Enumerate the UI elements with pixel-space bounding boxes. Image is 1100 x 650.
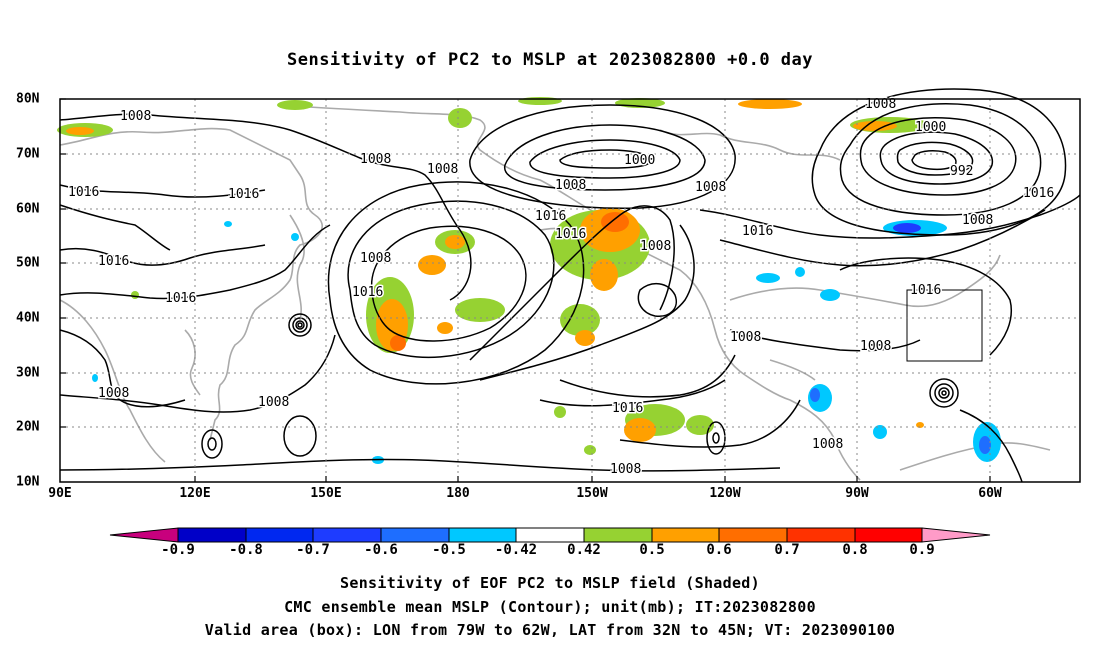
mslp-contours xyxy=(59,88,1081,483)
contour-label: 1008 xyxy=(610,462,641,477)
colorbar-label: -0.7 xyxy=(296,542,330,558)
colorbar-label: -0.8 xyxy=(229,542,263,558)
contour-label: 1000 xyxy=(915,120,946,135)
contour-label: 1008 xyxy=(555,178,586,193)
contour-label: 1008 xyxy=(730,330,761,345)
colorbar-label: 0.5 xyxy=(639,542,665,558)
contour-label: 1008 xyxy=(962,213,993,228)
contour-label: 1016 xyxy=(555,227,586,242)
colorbar-high-triangle xyxy=(921,527,991,543)
lat-label: 40N xyxy=(16,310,40,326)
lon-label: 120E xyxy=(179,486,211,501)
colorbar-label: 0.6 xyxy=(706,542,732,558)
contour-label: 1016 xyxy=(228,187,259,202)
axis-ticks xyxy=(60,98,991,482)
lat-label: 20N xyxy=(16,419,40,435)
lon-label: 150E xyxy=(310,486,342,501)
contour-label: 1016 xyxy=(742,224,773,239)
colorbar xyxy=(109,527,991,543)
lon-label: 120W xyxy=(709,486,741,501)
contour-label: 1008 xyxy=(860,339,891,354)
contour-label: 1008 xyxy=(427,162,458,177)
caption-contour: CMC ensemble mean MSLP (Contour); unit(m… xyxy=(284,598,816,616)
contour-label: 992 xyxy=(950,164,973,179)
colorbar-label: 0.9 xyxy=(909,542,935,558)
lat-label: 30N xyxy=(16,365,40,381)
valid-area-box xyxy=(906,289,983,362)
contour-label: 1016 xyxy=(1023,186,1054,201)
contour-label: 1008 xyxy=(98,386,129,401)
colorbar-label: 0.7 xyxy=(774,542,800,558)
contour-label: 1016 xyxy=(910,283,941,298)
contour-label: 1008 xyxy=(812,437,843,452)
lat-label: 60N xyxy=(16,201,40,217)
lon-label: 90W xyxy=(845,486,869,501)
lon-label: 150W xyxy=(576,486,608,501)
colorbar-label: -0.6 xyxy=(364,542,398,558)
contour-label: 1008 xyxy=(360,251,391,266)
colorbar-low-triangle xyxy=(109,527,179,543)
colorbar-label: 0.42 xyxy=(567,542,601,558)
caption-shaded: Sensitivity of EOF PC2 to MSLP field (Sh… xyxy=(340,574,760,592)
lon-label: 180 xyxy=(446,486,470,501)
contour-label: 1016 xyxy=(165,291,196,306)
caption-valid-area: Valid area (box): LON from 79W to 62W, L… xyxy=(204,621,896,639)
contour-label: 1008 xyxy=(640,239,671,254)
contour-label: 1016 xyxy=(535,209,566,224)
contour-label: 1016 xyxy=(352,285,383,300)
contour-label: 1008 xyxy=(360,152,391,167)
contour-label: 1008 xyxy=(695,180,726,195)
colorbar-label: 0.8 xyxy=(842,542,868,558)
map-border xyxy=(59,98,1081,483)
contour-label: 1008 xyxy=(120,109,151,124)
map-title: Sensitivity of PC2 to MSLP at 2023082800… xyxy=(286,50,813,70)
contour-label: 1016 xyxy=(612,401,643,416)
colorbar-label: -0.9 xyxy=(161,542,195,558)
lon-label: 90E xyxy=(48,486,72,501)
lat-label: 10N xyxy=(16,474,40,490)
grid-lines xyxy=(60,99,1080,482)
colorbar-label: -0.5 xyxy=(432,542,466,558)
contour-label: 1016 xyxy=(98,254,129,269)
contour-label: 1016 xyxy=(68,185,99,200)
lat-label: 50N xyxy=(16,255,40,271)
contour-label: 1000 xyxy=(624,153,655,168)
lat-label: 70N xyxy=(16,146,40,162)
colorbar-label: -0.42 xyxy=(494,542,538,558)
contour-label: 1008 xyxy=(865,97,896,112)
contour-label: 1008 xyxy=(258,395,289,410)
contour-labels: 1008 1008 1016 1016 1016 1016 1008 1008 … xyxy=(67,96,1056,479)
lat-label: 80N xyxy=(16,91,40,107)
lon-label: 60W xyxy=(978,486,1002,501)
